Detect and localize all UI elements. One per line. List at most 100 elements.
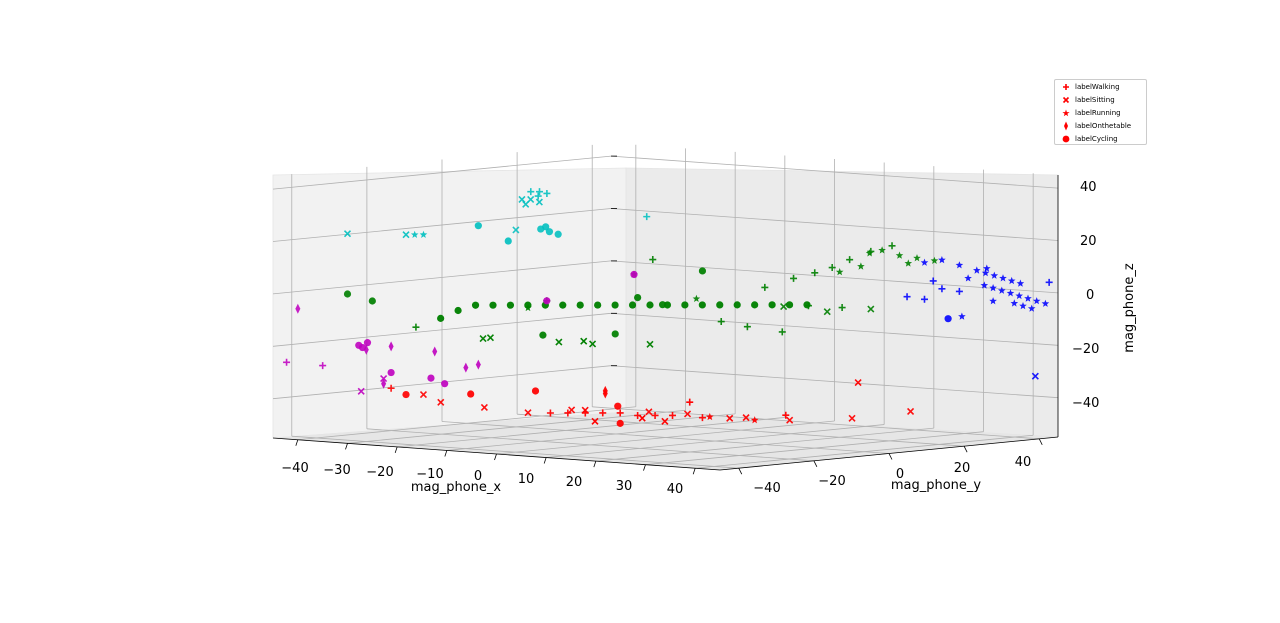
plus-marker [527,188,535,196]
plus-marker [938,285,946,293]
star-marker [999,274,1007,282]
z-tick-label: −40 [1072,396,1099,411]
circle-marker [539,331,547,339]
circle-marker [658,301,667,309]
plus-marker [782,411,790,419]
thin-diamond-marker [432,346,438,357]
circle-marker [441,380,449,388]
plus-marker [828,264,836,272]
x-tick-mark [295,439,299,446]
star-marker [865,249,874,257]
x-tick-label: −20 [366,465,393,480]
plus-marker [686,398,694,406]
star-marker [895,251,904,259]
plus-marker [698,414,706,422]
data-points [283,188,1053,427]
thin-diamond-marker [295,303,301,314]
plus-marker [955,287,963,295]
star-marker [913,254,921,262]
star-marker [410,230,419,238]
x-marker [380,374,388,383]
circle-marker [471,301,480,309]
gridline-y-floor [592,406,1040,440]
circle-marker [785,301,794,309]
legend-item-running: labelRunning [1059,107,1121,119]
circle-marker [387,368,395,377]
star-marker [692,294,701,302]
plus-marker [564,409,572,417]
x-tick-label: 10 [518,472,535,487]
x-marker [780,302,788,311]
star-marker [973,266,981,274]
star-marker [706,412,714,421]
star-marker [1015,291,1023,300]
star-marker [989,297,997,305]
plus-marker [651,411,659,419]
circle-marker [363,339,372,347]
star-marker [419,230,428,238]
thin-diamond-marker-icon [1064,121,1068,131]
plus-marker [743,323,751,331]
x-axis-label: mag_phone_x [411,480,502,495]
z-tick-label: −20 [1072,342,1099,357]
circle-marker [542,223,550,231]
gridline-y-floor [291,435,739,469]
y-tick-mark [888,453,893,460]
circle-marker [614,402,622,410]
circle-marker [554,230,562,238]
legend-label: labelOnthetable [1075,122,1132,130]
circle-marker-icon [1062,135,1070,143]
star-marker [1006,289,1015,297]
plus-marker [1045,278,1053,286]
star-marker [750,416,759,424]
circle-marker [368,297,376,305]
x-tick-mark [494,453,497,461]
circle-marker [474,222,482,230]
x-marker [524,409,532,417]
x-marker [848,414,856,422]
y-tick-mark [963,445,968,453]
circle-marker [358,343,367,352]
x-marker [645,408,653,416]
plus-marker [546,409,554,417]
x-tick-mark [692,468,696,475]
gridline-z-left [272,208,612,242]
z-tick-labels: 40 20 0 −20 −40 [1072,180,1099,411]
y-tick-label: −20 [818,474,845,489]
y-tick-labels: −40 −20 0 20 40 [753,455,1031,496]
circle-marker [427,374,435,382]
x-marker [646,340,654,348]
circle-marker [504,237,512,245]
thin-diamond-marker [388,341,394,352]
z-tick-label: 0 [1086,288,1094,303]
circle-marker [524,301,532,309]
star-marker [998,286,1006,294]
circle-marker [576,301,584,309]
plus-marker [790,274,798,282]
legend: labelWalking labelSitting labelRunning l… [1054,79,1147,145]
plus-marker [599,409,607,417]
x-tick-label: −40 [281,461,308,476]
legend-item-sitting: labelSitting [1059,94,1115,106]
plus-marker [778,328,786,336]
x-marker [786,416,794,424]
z-tick-label: 40 [1080,180,1097,195]
star-marker [980,281,989,289]
circle-marker [611,301,619,309]
circle-marker [630,270,638,279]
x-marker [580,337,588,345]
star-marker [1016,279,1025,287]
x-marker [555,338,563,346]
x-marker [742,414,750,422]
x-marker [480,403,488,412]
star-marker [835,268,844,276]
thin-diamond-marker [463,362,469,373]
plus-marker [581,409,589,417]
plus-marker [412,323,420,331]
gridline-z-back [610,208,1059,241]
circle-marker [559,301,567,309]
gridline-y-floor [517,413,965,447]
star-marker [938,256,946,264]
gridline-z-back [610,312,1059,346]
x-marker [522,200,530,208]
